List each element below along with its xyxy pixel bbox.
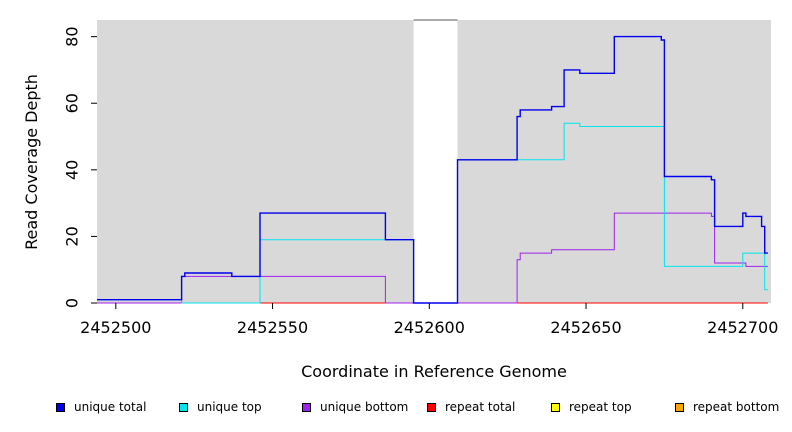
legend-item: unique bottom <box>302 400 408 414</box>
masked-region <box>97 20 414 303</box>
series-lines <box>97 35 768 304</box>
y-tick-label: 0 <box>63 298 82 308</box>
legend-swatch <box>56 402 65 412</box>
x-axis-title: Coordinate in Reference Genome <box>301 362 567 381</box>
x-tick-label: 2452500 <box>80 318 151 337</box>
legend-label: repeat bottom <box>693 400 780 414</box>
coverage-chart: 0 20 40 60 80 2452500 2452550 2452600 2452650 245… <box>22 19 779 381</box>
x-tick-label: 2452700 <box>707 318 778 337</box>
legend-item: unique total <box>56 400 146 414</box>
legend-item: repeat total <box>427 400 515 414</box>
x-tick-label: 2452600 <box>394 318 465 337</box>
masked-regions <box>97 19 771 303</box>
legend-label: unique total <box>74 400 147 414</box>
legend-item: repeat bottom <box>675 400 779 414</box>
axes: 0 20 40 60 80 2452500 2452550 2452600 2452650 245… <box>63 26 779 337</box>
legend-label: unique top <box>197 400 262 414</box>
legend: unique total unique top unique bottom repea… <box>0 400 792 418</box>
legend-item: repeat top <box>551 400 632 414</box>
y-axis-title: Read Coverage Depth <box>22 74 41 250</box>
y-tick-label: 40 <box>63 160 82 180</box>
legend-swatch <box>302 402 311 412</box>
legend-swatch <box>179 402 188 412</box>
y-tick-label: 80 <box>63 26 82 46</box>
legend-swatch <box>675 402 684 412</box>
legend-label: repeat top <box>569 400 632 414</box>
y-tick-label: 60 <box>63 93 82 113</box>
x-tick-label: 2452650 <box>550 318 621 337</box>
x-tick-label: 2452550 <box>237 318 308 337</box>
legend-label: unique bottom <box>320 400 409 414</box>
legend-label: repeat total <box>445 400 516 414</box>
legend-item: unique top <box>179 400 262 414</box>
legend-swatch <box>427 402 436 412</box>
y-tick-label: 20 <box>63 226 82 246</box>
legend-swatch <box>551 402 560 412</box>
series-line <box>97 35 768 304</box>
